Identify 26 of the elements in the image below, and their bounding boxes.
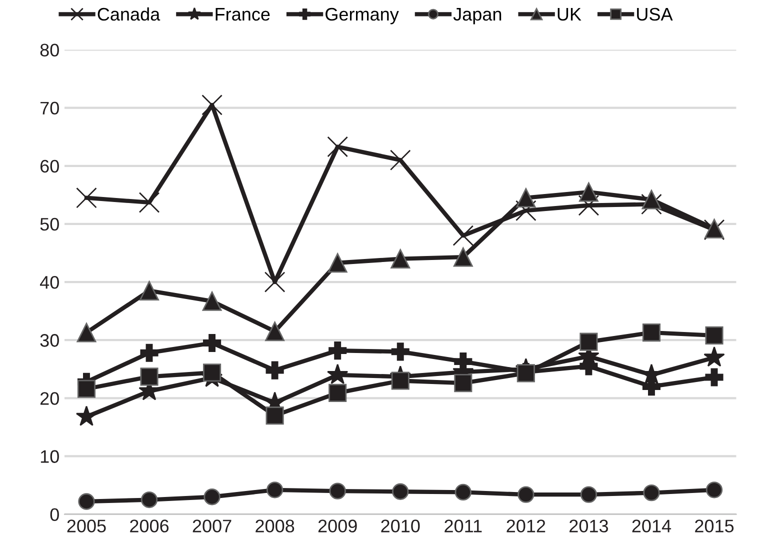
legend-label: Canada (98, 7, 160, 21)
legend-label: USA (637, 8, 673, 21)
x-tick-label: 2010 (381, 520, 420, 532)
y-tick-label: 30 (40, 334, 59, 347)
legend-label: Germany (326, 8, 399, 24)
y-tick-label: 40 (40, 276, 59, 289)
x-tick-label: 2005 (67, 520, 106, 532)
y-tick-label: 60 (40, 160, 59, 173)
x-tick-label: 2009 (318, 520, 357, 532)
y-tick-label: 20 (40, 392, 59, 405)
x-tick-label: 2014 (632, 520, 672, 532)
x-tick-label: 2013 (570, 520, 608, 532)
y-tick-label: 70 (40, 102, 59, 115)
legend-label: UK (558, 8, 582, 21)
legend-label: France (216, 8, 270, 21)
y-tick-label: 80 (40, 44, 59, 56)
x-tick-label: 2006 (130, 520, 169, 532)
x-tick-label: 2011 (444, 520, 482, 532)
x-tick-label: 2008 (256, 520, 294, 532)
y-tick-label: 0 (50, 508, 59, 522)
x-tick-label: 2007 (192, 520, 232, 532)
y-tick-label: 50 (40, 218, 59, 231)
x-tick-label: 2015 (695, 520, 734, 532)
x-tick-label: 2012 (506, 520, 546, 532)
y-tick-label: 10 (40, 450, 59, 463)
legend-label: Japan (453, 8, 502, 24)
